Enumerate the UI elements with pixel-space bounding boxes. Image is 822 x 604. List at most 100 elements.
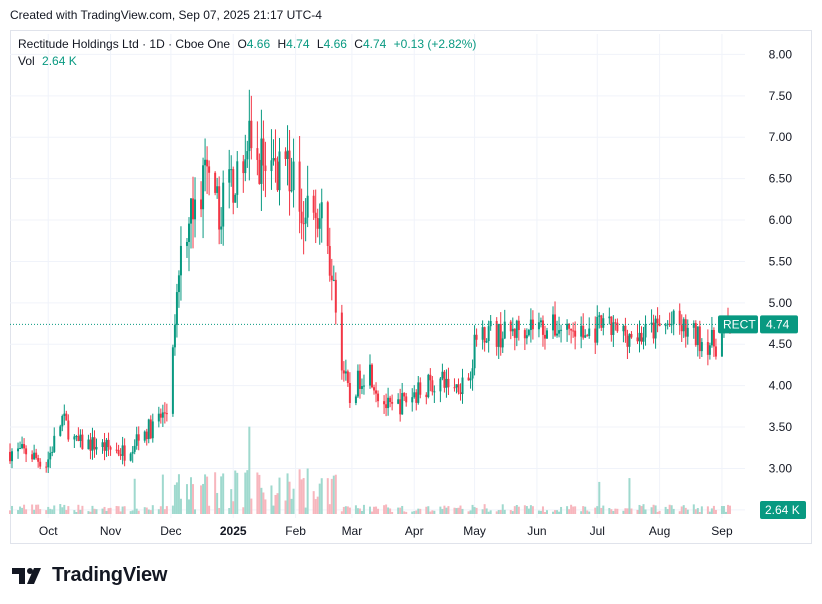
volume-bar: [708, 511, 711, 514]
volume-bar: [584, 506, 587, 514]
volume-bar: [377, 508, 380, 514]
candle-body: [312, 195, 315, 213]
chart-frame[interactable]: [10, 30, 812, 544]
candle-body: [387, 397, 390, 409]
volume-bar: [165, 506, 168, 514]
volume-bar: [439, 506, 442, 514]
volume-bar: [31, 504, 34, 514]
last-volume-label: 2.64 K: [765, 503, 800, 517]
candle-body: [622, 325, 625, 332]
time-axis[interactable]: Oct Nov Dec 2025 Feb Mar Apr May Jun Jul Aug Sep: [39, 524, 733, 538]
volume-bar: [413, 511, 416, 514]
volume-bar: [513, 506, 516, 514]
candle-body: [117, 449, 120, 455]
volume-bar: [670, 505, 673, 514]
volume-bar: [133, 478, 136, 514]
candle-body: [642, 337, 645, 342]
candle-body: [61, 416, 64, 427]
candle-body: [348, 383, 351, 404]
candle-body: [680, 325, 683, 332]
volume-bar: [25, 509, 28, 514]
volume-bar: [81, 505, 84, 514]
volume-bar: [558, 511, 561, 514]
volume-bar: [531, 506, 534, 514]
volume-bar: [278, 477, 281, 514]
candle-body: [481, 327, 484, 340]
candle-body: [654, 318, 657, 339]
candle-body: [59, 426, 62, 436]
candle-body: [192, 198, 195, 220]
candle-body: [87, 439, 90, 450]
candle-body: [63, 413, 66, 417]
candle-body: [698, 326, 701, 352]
volume-bar: [119, 511, 122, 514]
volume-bar: [650, 507, 653, 514]
volume-bar: [495, 511, 498, 514]
candle-body: [682, 319, 685, 332]
volume-bar: [636, 509, 639, 514]
candle-body: [332, 279, 335, 281]
candle-body: [171, 347, 174, 414]
volume-bar: [334, 474, 337, 514]
volume-bar: [149, 510, 152, 514]
volume-bar: [316, 496, 319, 514]
time-tick-label: Sep: [711, 524, 733, 538]
volume-bar: [537, 510, 540, 514]
volume-bar: [399, 507, 402, 514]
volume-bar: [385, 504, 388, 514]
volume-bar: [429, 511, 432, 514]
candle-body: [586, 335, 589, 337]
volume-bar: [383, 505, 386, 514]
candle-body: [608, 316, 611, 319]
volume-bar: [729, 505, 731, 514]
volume-bar: [115, 505, 118, 514]
volume-bar: [330, 478, 333, 514]
price-tag-bg: [760, 315, 798, 334]
volume-bar: [93, 508, 96, 514]
volume-bar: [312, 491, 315, 514]
candle-body: [286, 150, 289, 159]
tradingview-logo[interactable]: TradingView: [12, 564, 167, 587]
candle-body: [425, 394, 428, 398]
volume-bar: [433, 510, 436, 514]
candle-body: [300, 211, 303, 224]
volume-bar: [63, 504, 66, 514]
candle-body: [214, 172, 217, 193]
volume-bar: [652, 504, 655, 514]
candle-body: [596, 316, 599, 343]
volume-bar: [362, 504, 365, 514]
volume-bar: [586, 510, 589, 514]
volume-bar: [509, 510, 512, 514]
candle-body: [371, 364, 374, 388]
time-tick-label: Aug: [649, 524, 670, 538]
candle-body: [471, 368, 474, 379]
volume-bar: [471, 504, 474, 514]
candle-body: [242, 161, 245, 174]
volume-bar: [23, 504, 26, 514]
candle-body: [469, 378, 472, 381]
volume-bar: [375, 506, 378, 514]
volume-bar: [560, 506, 563, 514]
candle-body: [431, 380, 434, 392]
candle-body: [234, 194, 237, 203]
candle-body: [369, 364, 371, 386]
candle-body: [81, 434, 84, 450]
candle-body: [250, 120, 253, 149]
candle-body: [256, 148, 259, 160]
volume-bar: [222, 473, 225, 514]
candle-body: [9, 451, 11, 462]
candle-body: [672, 310, 675, 325]
candle-body: [362, 385, 365, 387]
candle-body: [574, 330, 577, 337]
volume-bar: [668, 504, 671, 514]
candle-body: [467, 377, 470, 381]
candle-body: [248, 120, 251, 152]
candle-body: [417, 382, 420, 403]
price-axis[interactable]: 8.00 7.50 7.00 6.50 6.00 5.50 5.00 4.50 4.00 3.50…: [769, 47, 793, 516]
symbol-price-tag: RECT 4.74 2.64 K: [718, 315, 806, 519]
volume-bar: [556, 510, 559, 514]
candle-body: [49, 452, 52, 460]
candle-body: [342, 370, 345, 374]
candle-body: [455, 384, 458, 388]
